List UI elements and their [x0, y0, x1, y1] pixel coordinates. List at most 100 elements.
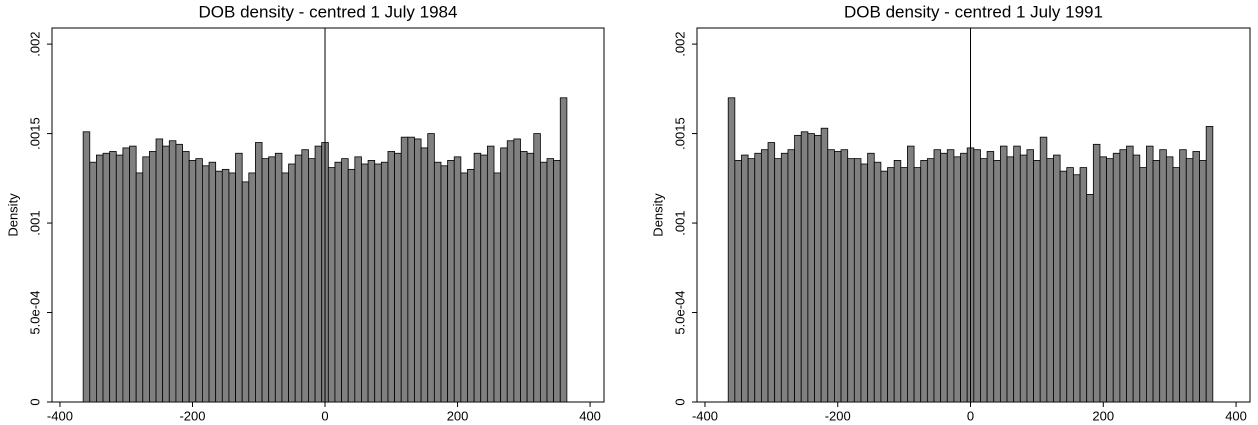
bar	[248, 172, 256, 403]
bar	[520, 151, 528, 403]
bar	[274, 152, 283, 403]
bar	[980, 158, 988, 403]
bar	[447, 160, 455, 403]
bar	[255, 142, 263, 403]
x-tick-label: -200	[825, 408, 851, 423]
bar	[453, 156, 462, 403]
bar	[1119, 149, 1127, 403]
bar	[89, 161, 97, 403]
bar	[440, 165, 449, 403]
y-tick-label: .0015	[27, 117, 42, 150]
bar	[1146, 145, 1154, 403]
chart-panel: DOB density - centred 1 July 1984 Density…	[5, 2, 605, 423]
bar	[387, 151, 395, 403]
bar	[1066, 167, 1074, 403]
bar	[933, 149, 942, 403]
bar	[1106, 158, 1114, 403]
bar	[800, 131, 809, 403]
bar	[354, 156, 362, 403]
bar	[308, 158, 316, 403]
bar	[149, 151, 157, 403]
bar	[1086, 194, 1094, 403]
bar	[288, 163, 296, 403]
bar	[460, 172, 468, 403]
bar	[847, 158, 855, 403]
bar	[559, 97, 568, 403]
bar	[513, 138, 521, 403]
x-tick-label: 0	[321, 408, 328, 423]
bar	[500, 147, 508, 403]
bar	[814, 134, 822, 403]
bar	[241, 181, 250, 403]
bar	[202, 165, 210, 403]
bar	[1026, 149, 1034, 403]
chart-title: DOB density - centred 1 July 1984	[199, 2, 458, 21]
y-tick-label: .001	[672, 210, 687, 235]
bar	[834, 151, 842, 403]
bar	[747, 158, 756, 403]
bar	[420, 147, 429, 403]
bar	[208, 161, 217, 403]
bar	[1079, 167, 1088, 403]
bar	[880, 170, 888, 403]
bar	[102, 152, 111, 403]
bar	[1099, 156, 1108, 403]
bar	[1039, 136, 1048, 403]
y-tick-label: .002	[27, 31, 42, 56]
bar	[394, 152, 402, 403]
bar	[294, 154, 303, 403]
y-tick-label: 0	[672, 398, 687, 405]
bar	[893, 160, 902, 403]
bar	[1046, 158, 1054, 403]
bar	[993, 160, 1001, 403]
bar	[840, 149, 849, 403]
bar	[268, 156, 276, 403]
bar	[1126, 145, 1134, 403]
y-axis-label: Density	[650, 193, 665, 237]
y-tick-label: 0	[27, 398, 42, 405]
bar	[175, 143, 183, 403]
bar	[794, 134, 802, 403]
chart-panel: DOB density - centred 1 July 1991 Density…	[650, 2, 1251, 423]
bar	[115, 154, 124, 403]
bar	[913, 167, 922, 403]
bar	[1033, 160, 1041, 403]
bar	[129, 145, 137, 403]
bar	[1092, 143, 1101, 403]
y-tick-label: .001	[27, 210, 42, 235]
bar	[546, 158, 555, 403]
bar	[940, 152, 948, 403]
bar	[1165, 156, 1174, 403]
bar	[873, 161, 882, 403]
bar	[553, 160, 561, 403]
bar	[734, 160, 742, 403]
bar	[486, 145, 495, 403]
bar	[900, 167, 908, 403]
bar	[1132, 154, 1141, 403]
y-axis-label: Density	[5, 193, 20, 237]
bar	[986, 151, 995, 403]
bar	[374, 163, 382, 403]
bar	[1139, 167, 1147, 403]
x-tick-label: -200	[179, 408, 205, 423]
bar	[473, 152, 482, 403]
bar	[741, 154, 749, 403]
bar	[414, 138, 422, 403]
bar	[1205, 126, 1214, 403]
x-tick-label: 0	[967, 408, 974, 423]
x-tick-label: -400	[47, 408, 73, 423]
bar	[760, 149, 769, 403]
bar	[1172, 167, 1181, 403]
bar	[867, 152, 875, 403]
bar	[82, 131, 91, 403]
bar	[367, 160, 376, 403]
bar	[539, 161, 548, 403]
bar	[327, 167, 336, 403]
bar	[1199, 160, 1207, 403]
bar	[960, 152, 968, 403]
bar	[1192, 151, 1200, 403]
bar	[506, 140, 515, 403]
bar	[820, 127, 829, 403]
bar	[109, 151, 117, 403]
